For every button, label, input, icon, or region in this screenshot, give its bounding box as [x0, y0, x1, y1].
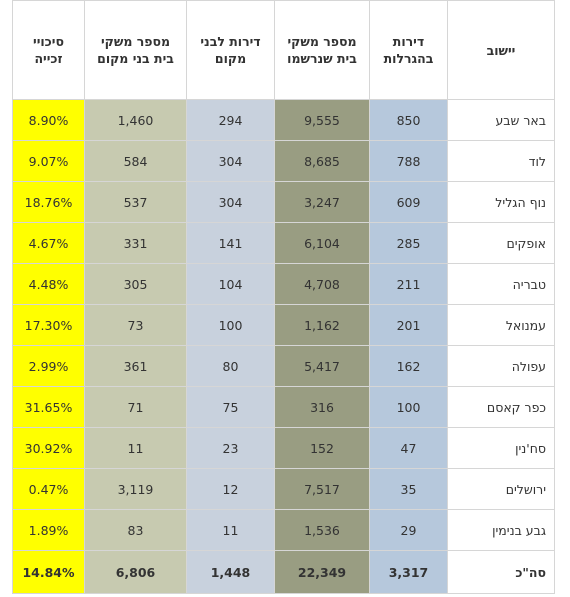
total-label: סה"כ	[447, 550, 555, 594]
cell-lottery: 100	[369, 386, 448, 428]
table-row: עמנואל 201 1,162 100 73 17.30%	[12, 304, 555, 346]
cell-win-chance: 31.65%	[12, 386, 85, 428]
table-row: עפולה 162 5,417 80 361 2.99%	[12, 345, 555, 387]
cell-registered: 3,247	[274, 181, 370, 223]
cell-lottery: 850	[369, 99, 448, 141]
cell-local-households: 83	[84, 509, 187, 551]
header-local-apartments: דירות לבני מקום	[186, 0, 275, 100]
total-win-chance: 14.84%	[12, 550, 85, 594]
cell-registered: 8,685	[274, 140, 370, 182]
total-registered: 22,349	[274, 550, 370, 594]
cell-local-apartments: 304	[186, 140, 275, 182]
cell-registered: 6,104	[274, 222, 370, 264]
cell-win-chance: 0.47%	[12, 468, 85, 510]
cell-local-households: 305	[84, 263, 187, 305]
total-lottery: 3,317	[369, 550, 448, 594]
cell-city: עפולה	[447, 345, 555, 387]
cell-local-households: 1,460	[84, 99, 187, 141]
cell-lottery: 162	[369, 345, 448, 387]
cell-local-households: 3,119	[84, 468, 187, 510]
cell-local-apartments: 104	[186, 263, 275, 305]
cell-city: אופקים	[447, 222, 555, 264]
cell-lottery: 47	[369, 427, 448, 469]
cell-registered: 4,708	[274, 263, 370, 305]
cell-local-apartments: 294	[186, 99, 275, 141]
cell-win-chance: 30.92%	[12, 427, 85, 469]
cell-lottery: 35	[369, 468, 448, 510]
total-local-apartments: 1,448	[186, 550, 275, 594]
cell-local-households: 537	[84, 181, 187, 223]
cell-city: גבע בנימין	[447, 509, 555, 551]
cell-win-chance: 8.90%	[12, 99, 85, 141]
total-local-households: 6,806	[84, 550, 187, 594]
table-row: ירושלים 35 7,517 12 3,119 0.47%	[12, 468, 555, 510]
table-row: נוף הגליל 609 3,247 304 537 18.76%	[12, 181, 555, 223]
cell-local-apartments: 11	[186, 509, 275, 551]
header-lottery-apartments: דירות בהגרלות	[369, 0, 448, 100]
header-local-households: מספר משקי בית בני מקום	[84, 0, 187, 100]
lottery-table: יישוב דירות בהגרלות מספר משקי בית שנרשמו…	[12, 0, 555, 594]
table-row: באר שבע 850 9,555 294 1,460 8.90%	[12, 99, 555, 141]
cell-win-chance: 17.30%	[12, 304, 85, 346]
header-row: יישוב דירות בהגרלות מספר משקי בית שנרשמו…	[12, 0, 555, 100]
cell-city: באר שבע	[447, 99, 555, 141]
table-row: טבריה 211 4,708 104 305 4.48%	[12, 263, 555, 305]
table-row: גבע בנימין 29 1,536 11 83 1.89%	[12, 509, 555, 551]
cell-win-chance: 1.89%	[12, 509, 85, 551]
cell-local-apartments: 23	[186, 427, 275, 469]
cell-registered: 5,417	[274, 345, 370, 387]
cell-registered: 1,536	[274, 509, 370, 551]
cell-city: טבריה	[447, 263, 555, 305]
cell-lottery: 609	[369, 181, 448, 223]
header-registered-households: מספר משקי בית שנרשמו	[274, 0, 370, 100]
cell-lottery: 211	[369, 263, 448, 305]
cell-city: כפר קאסם	[447, 386, 555, 428]
cell-lottery: 201	[369, 304, 448, 346]
header-win-chance: סיכויי זכייה	[12, 0, 85, 100]
cell-registered: 1,162	[274, 304, 370, 346]
cell-local-apartments: 141	[186, 222, 275, 264]
cell-win-chance: 2.99%	[12, 345, 85, 387]
table-row: אופקים 285 6,104 141 331 4.67%	[12, 222, 555, 264]
cell-local-households: 11	[84, 427, 187, 469]
cell-local-apartments: 100	[186, 304, 275, 346]
cell-win-chance: 18.76%	[12, 181, 85, 223]
cell-lottery: 788	[369, 140, 448, 182]
table-row: לוד 788 8,685 304 584 9.07%	[12, 140, 555, 182]
cell-local-apartments: 80	[186, 345, 275, 387]
cell-registered: 152	[274, 427, 370, 469]
cell-city: ירושלים	[447, 468, 555, 510]
total-row: סה"כ 3,317 22,349 1,448 6,806 14.84%	[12, 550, 555, 594]
cell-city: לוד	[447, 140, 555, 182]
cell-local-households: 361	[84, 345, 187, 387]
cell-local-apartments: 75	[186, 386, 275, 428]
cell-lottery: 285	[369, 222, 448, 264]
table-row: כפר קאסם 100 316 75 71 31.65%	[12, 386, 555, 428]
cell-city: נוף הגליל	[447, 181, 555, 223]
cell-local-apartments: 304	[186, 181, 275, 223]
cell-win-chance: 4.67%	[12, 222, 85, 264]
cell-registered: 316	[274, 386, 370, 428]
table-container: יישוב דירות בהגרלות מספר משקי בית שנרשמו…	[12, 0, 555, 594]
cell-city: עמנואל	[447, 304, 555, 346]
cell-win-chance: 4.48%	[12, 263, 85, 305]
cell-registered: 7,517	[274, 468, 370, 510]
cell-local-households: 331	[84, 222, 187, 264]
cell-lottery: 29	[369, 509, 448, 551]
cell-local-households: 71	[84, 386, 187, 428]
cell-local-households: 584	[84, 140, 187, 182]
table-row: סח'נין 47 152 23 11 30.92%	[12, 427, 555, 469]
cell-local-households: 73	[84, 304, 187, 346]
cell-city: סח'נין	[447, 427, 555, 469]
header-settlement: יישוב	[447, 0, 555, 100]
cell-registered: 9,555	[274, 99, 370, 141]
cell-win-chance: 9.07%	[12, 140, 85, 182]
cell-local-apartments: 12	[186, 468, 275, 510]
